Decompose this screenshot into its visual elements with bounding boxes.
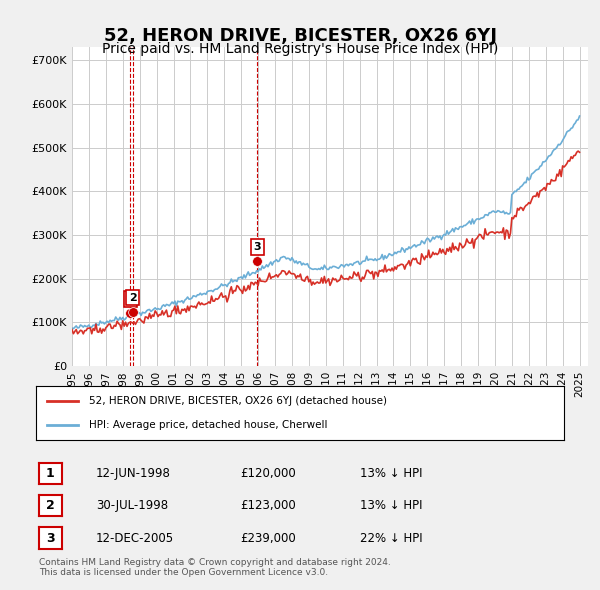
Text: 2: 2	[46, 499, 55, 512]
Text: 1: 1	[127, 294, 134, 304]
Text: 3: 3	[253, 242, 261, 252]
Text: 3: 3	[46, 532, 55, 545]
Text: 12-DEC-2005: 12-DEC-2005	[96, 532, 174, 545]
Text: 12-JUN-1998: 12-JUN-1998	[96, 467, 171, 480]
Text: 13% ↓ HPI: 13% ↓ HPI	[360, 499, 422, 512]
Text: Price paid vs. HM Land Registry's House Price Index (HPI): Price paid vs. HM Land Registry's House …	[102, 42, 498, 57]
Text: £120,000: £120,000	[240, 467, 296, 480]
Text: 1: 1	[46, 467, 55, 480]
Text: £239,000: £239,000	[240, 532, 296, 545]
Text: £123,000: £123,000	[240, 499, 296, 512]
Text: 30-JUL-1998: 30-JUL-1998	[96, 499, 168, 512]
Text: 2: 2	[128, 293, 136, 303]
Text: 52, HERON DRIVE, BICESTER, OX26 6YJ (detached house): 52, HERON DRIVE, BICESTER, OX26 6YJ (det…	[89, 396, 387, 406]
Text: 13% ↓ HPI: 13% ↓ HPI	[360, 467, 422, 480]
Text: HPI: Average price, detached house, Cherwell: HPI: Average price, detached house, Cher…	[89, 420, 328, 430]
Text: 22% ↓ HPI: 22% ↓ HPI	[360, 532, 422, 545]
Text: Contains HM Land Registry data © Crown copyright and database right 2024.
This d: Contains HM Land Registry data © Crown c…	[39, 558, 391, 577]
Text: 52, HERON DRIVE, BICESTER, OX26 6YJ: 52, HERON DRIVE, BICESTER, OX26 6YJ	[104, 27, 497, 45]
